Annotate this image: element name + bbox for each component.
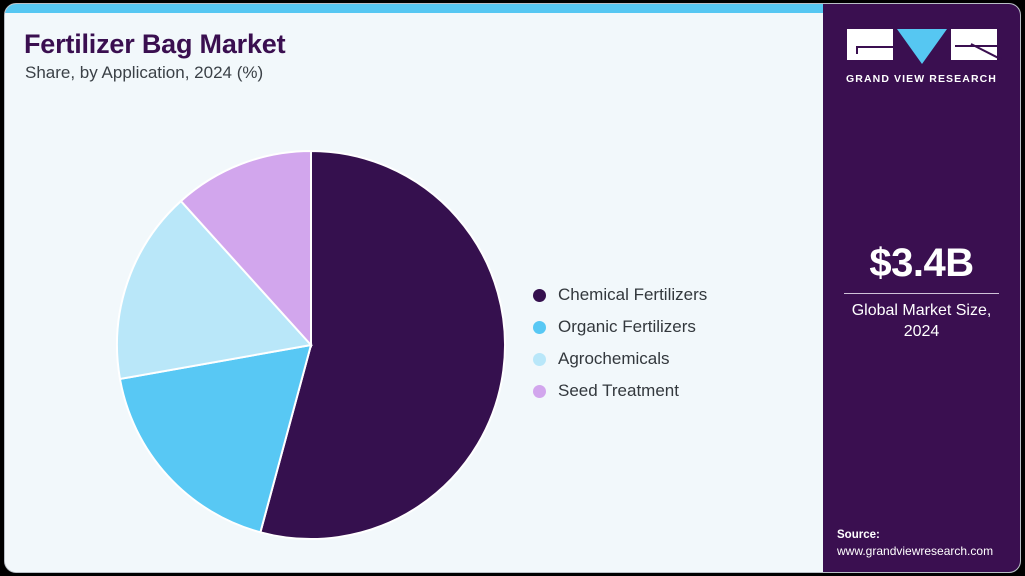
source-block: Source: www.grandviewresearch.com: [837, 527, 993, 560]
chart-legend: Chemical Fertilizers Organic Fertilizers A…: [533, 279, 803, 407]
infographic-card: Fertilizer Bag Market Share, by Applicat…: [4, 3, 1021, 573]
legend-item[interactable]: Agrochemicals: [533, 343, 803, 375]
source-label: Source:: [837, 528, 880, 541]
pie-slice[interactable]: [118, 343, 313, 534]
top-accent-bar: [5, 4, 823, 13]
pie-slice[interactable]: [259, 149, 506, 540]
pie-chart-svg: [115, 149, 506, 540]
legend-item-label: Seed Treatment: [558, 381, 679, 400]
legend-swatch-icon: [533, 320, 546, 334]
pie-slice[interactable]: [179, 149, 312, 348]
brand-panel: GRAND VIEW RESEARCH $3.4B Global Market …: [823, 4, 1020, 572]
legend-item-label: Chemical Fertilizers: [558, 285, 708, 304]
legend-item-label: Agrochemicals: [558, 349, 670, 368]
logo-letter-r-icon: [950, 29, 997, 60]
grand-view-research-logo: GRAND VIEW RESEARCH: [823, 29, 1020, 85]
market-size-stat: $3.4B Global Market Size, 2024: [823, 242, 1020, 343]
logo-letter-v-triangle-icon: [896, 29, 947, 64]
page-title: Fertilizer Bag Market: [24, 29, 286, 59]
legend-item-label: Organic Fertilizers: [558, 317, 696, 336]
legend-swatch-icon: [533, 288, 546, 302]
pie-chart: [115, 149, 507, 541]
source-url[interactable]: www.grandviewresearch.com: [837, 544, 994, 559]
logo-letter-g-icon: [846, 29, 893, 60]
stat-divider: [844, 293, 999, 294]
legend-item[interactable]: Organic Fertilizers: [533, 311, 803, 343]
chart-pane: Fertilizer Bag Market Share, by Applicat…: [5, 13, 823, 572]
legend-swatch-icon: [533, 352, 546, 366]
page-subtitle: Share, by Application, 2024 (%): [25, 63, 264, 82]
legend-item[interactable]: Chemical Fertilizers: [533, 279, 803, 311]
logo-marks: [846, 29, 997, 64]
logo-wordmark: GRAND VIEW RESEARCH: [846, 73, 997, 85]
legend-swatch-icon: [533, 384, 546, 398]
market-size-caption: Global Market Size, 2024: [851, 302, 992, 340]
legend-item[interactable]: Seed Treatment: [533, 375, 803, 407]
pie-slice[interactable]: [115, 199, 313, 381]
market-size-value: $3.4B: [869, 241, 974, 285]
